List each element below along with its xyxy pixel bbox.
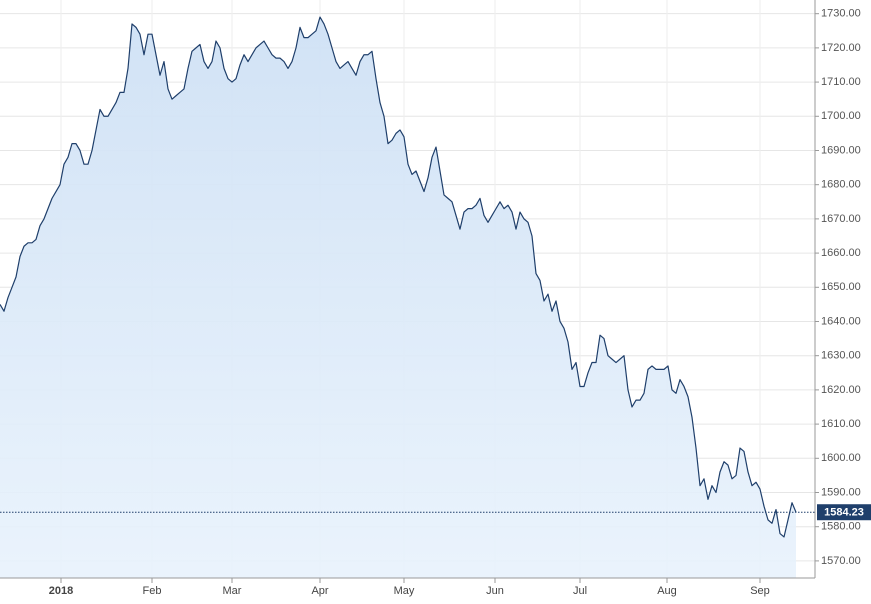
x-tick-label: Feb (143, 585, 162, 597)
last-value-box (817, 504, 871, 521)
y-tick-label: 1660.00 (821, 247, 861, 259)
y-tick-label: 1690.00 (821, 144, 861, 156)
x-tick-label: Apr (311, 585, 328, 597)
plot (0, 16, 815, 579)
y-tick-label: 1700.00 (821, 110, 861, 122)
y-tick-label: 1730.00 (821, 8, 861, 20)
y-tick-label: 1620.00 (821, 384, 861, 396)
y-tick-label: 1630.00 (821, 350, 861, 362)
y-tick-label: 1590.00 (821, 486, 861, 498)
y-tick-label: 1670.00 (821, 213, 861, 225)
last-value-label: 1584.23 (824, 507, 864, 519)
y-tick-label: 1610.00 (821, 418, 861, 430)
y-tick-label: 1720.00 (821, 42, 861, 54)
price-line (0, 16, 797, 538)
y-tick-label: 1680.00 (821, 179, 861, 191)
y-tick-label: 1580.00 (821, 521, 861, 533)
x-tick-label: Sep (750, 585, 770, 597)
x-tick-label: Mar (223, 585, 242, 597)
x-tick-label: Jul (573, 585, 587, 597)
y-tick-label: 1600.00 (821, 452, 861, 464)
area-fill (0, 17, 796, 579)
y-tick-label: 1570.00 (821, 555, 861, 567)
x-tick-label: May (394, 585, 415, 597)
x-tick-label: 2018 (49, 585, 73, 597)
y-tick-label: 1640.00 (821, 315, 861, 327)
y-tick-label: 1650.00 (821, 281, 861, 293)
y-tick-label: 1710.00 (821, 76, 861, 88)
x-tick-label: Aug (657, 585, 677, 597)
x-tick-label: Jun (486, 585, 504, 597)
